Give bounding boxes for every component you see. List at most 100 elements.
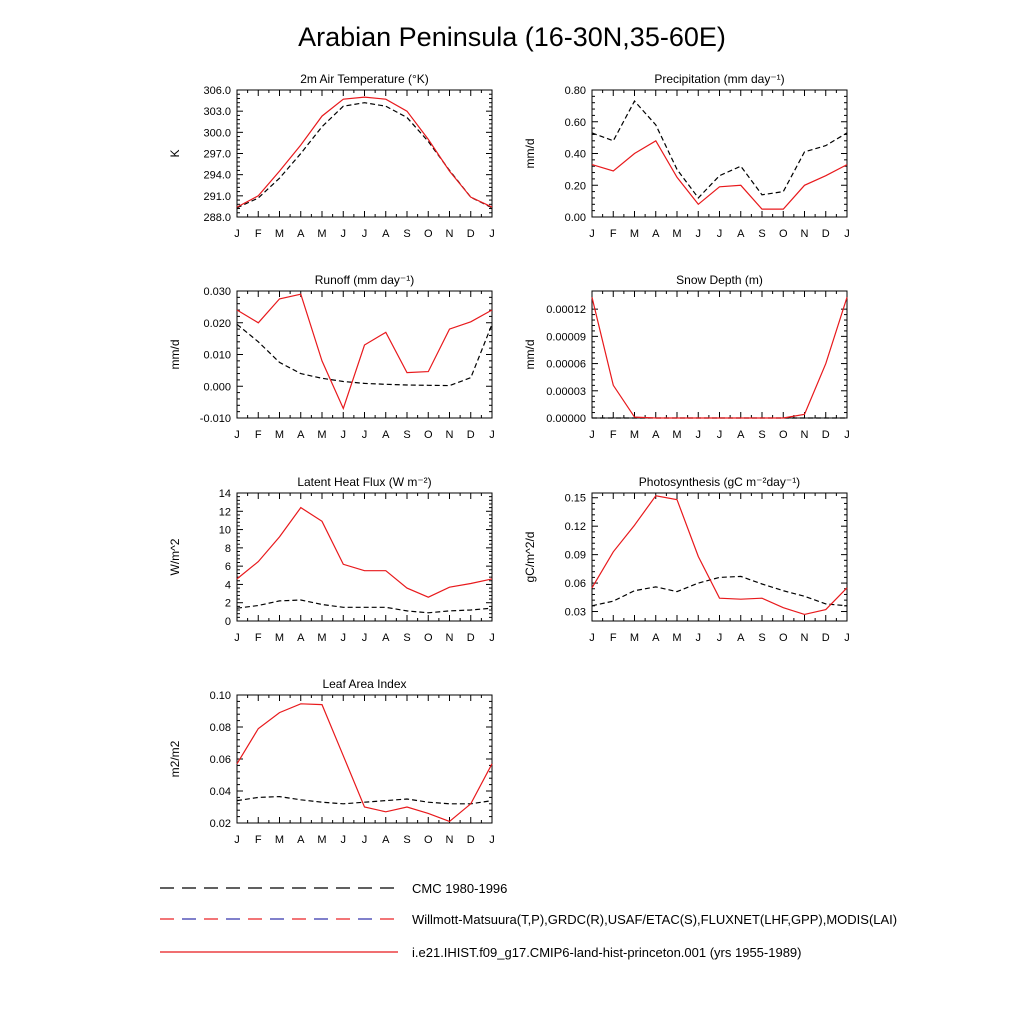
x-tick-label: F xyxy=(610,632,617,644)
x-tick-label: M xyxy=(275,834,284,846)
x-tick-label: D xyxy=(822,632,830,644)
x-tick-label: D xyxy=(467,834,475,846)
x-tick-label: S xyxy=(403,429,410,441)
x-tick-label: S xyxy=(403,228,410,240)
y-tick-label: 8 xyxy=(225,543,231,555)
x-tick-label: A xyxy=(737,429,745,441)
x-tick-label: M xyxy=(630,632,639,644)
x-tick-label: F xyxy=(255,228,262,240)
x-tick-label: D xyxy=(467,429,475,441)
y-tick-label: 0.00 xyxy=(565,212,586,224)
x-tick-label: J xyxy=(717,228,723,240)
chart-panel: Snow Depth (m)J F M A M J J A S O N D J0.000000.0000… xyxy=(523,273,850,441)
x-tick-label: A xyxy=(737,228,745,240)
x-tick-label: A xyxy=(737,632,745,644)
y-tick-label: 10 xyxy=(219,525,231,537)
x-tick-label: A xyxy=(382,834,390,846)
plot-frame xyxy=(591,290,848,419)
y-axis-label: mm/d xyxy=(168,340,182,370)
x-tick-label: J xyxy=(234,834,240,846)
chart-panel: 2m Air Temperature (°K)J F M A M J J A S O N D J288.… xyxy=(168,72,495,240)
panel-title: 2m Air Temperature (°K) xyxy=(300,72,429,86)
panel-title: Leaf Area Index xyxy=(322,677,406,691)
y-tick-label: 294.0 xyxy=(203,170,231,182)
y-tick-label: 300.0 xyxy=(203,127,231,139)
y-tick-label: 303.0 xyxy=(203,106,231,118)
x-tick-label: F xyxy=(255,632,262,644)
x-tick-label: S xyxy=(758,228,765,240)
chart-panel: Runoff (mm day⁻¹)J F M A M J J A S O N D J-0.0100.00… xyxy=(168,273,495,441)
x-tick-label: J xyxy=(696,429,702,441)
x-tick-label: J xyxy=(696,632,702,644)
legend-item: i.e21.IHIST.f09_g17.CMIP6-land-hist-prin… xyxy=(160,945,802,960)
legend-item: Willmott-Matsuura(T,P),GRDC(R),USAF/ETAC… xyxy=(160,912,897,927)
obs-series-line xyxy=(236,795,493,805)
y-tick-label: 0.12 xyxy=(565,521,586,533)
y-tick-label: 0.00000 xyxy=(546,413,586,425)
x-tick-label: A xyxy=(382,632,390,644)
x-tick-label: F xyxy=(255,429,262,441)
x-tick-label: J xyxy=(362,429,368,441)
x-tick-label: N xyxy=(801,632,809,644)
obs-series-line xyxy=(236,102,493,209)
chart-panel: Photosynthesis (gC m⁻²day⁻¹)J F M A M J J A S O N D… xyxy=(523,475,850,644)
plot-frame xyxy=(236,290,493,419)
x-tick-label: A xyxy=(652,632,660,644)
panel-title: Snow Depth (m) xyxy=(676,273,763,287)
x-tick-label: A xyxy=(297,834,305,846)
chart-panel: Latent Heat Flux (W m⁻²)J F M A M J J A S O N D J024… xyxy=(168,475,495,644)
x-tick-label: A xyxy=(297,632,305,644)
x-tick-label: O xyxy=(424,834,433,846)
x-tick-label: J xyxy=(234,632,240,644)
x-tick-label: N xyxy=(446,834,454,846)
figure-title: Arabian Peninsula (16-30N,35-60E) xyxy=(298,22,726,52)
model-series-line xyxy=(236,96,493,208)
x-tick-label: M xyxy=(275,429,284,441)
x-tick-label: M xyxy=(672,429,681,441)
x-tick-label: O xyxy=(424,429,433,441)
x-tick-label: M xyxy=(317,429,326,441)
x-tick-label: F xyxy=(610,429,617,441)
x-tick-label: J xyxy=(489,228,495,240)
legend-label: i.e21.IHIST.f09_g17.CMIP6-land-hist-prin… xyxy=(412,945,802,960)
x-tick-label: F xyxy=(610,228,617,240)
model-series-line xyxy=(236,293,493,411)
y-tick-label: 0.06 xyxy=(210,754,231,766)
y-tick-label: 297.0 xyxy=(203,149,231,161)
x-tick-label: J xyxy=(234,429,240,441)
panel-title: Precipitation (mm day⁻¹) xyxy=(654,72,784,86)
x-tick-label: D xyxy=(822,228,830,240)
model-series-line xyxy=(591,139,848,210)
x-tick-label: M xyxy=(672,632,681,644)
y-tick-label: 0.030 xyxy=(203,286,231,298)
plot-frame xyxy=(236,89,493,218)
y-tick-label: 0.02 xyxy=(210,818,231,830)
y-tick-label: -0.010 xyxy=(200,413,231,425)
plot-frame xyxy=(236,492,493,622)
y-tick-label: 0.00009 xyxy=(546,331,586,343)
legend-label: CMC 1980-1996 xyxy=(412,881,507,896)
x-tick-label: N xyxy=(446,228,454,240)
y-tick-label: 0.10 xyxy=(210,690,231,702)
x-tick-label: J xyxy=(234,228,240,240)
x-tick-label: S xyxy=(403,632,410,644)
y-tick-label: 6 xyxy=(225,561,231,573)
obs-series-line xyxy=(236,599,493,614)
x-tick-label: S xyxy=(758,429,765,441)
legend: CMC 1980-1996 Willmott-Matsuura(T,P),GRDC… xyxy=(160,881,897,960)
x-tick-label: J xyxy=(362,834,368,846)
panels: 2m Air Temperature (°K)J F M A M J J A S O N D J288.… xyxy=(168,72,850,846)
x-tick-label: J xyxy=(362,632,368,644)
y-tick-label: 0.09 xyxy=(565,550,586,562)
obs-series-line xyxy=(591,100,848,199)
x-tick-label: D xyxy=(467,632,475,644)
y-tick-label: 0.20 xyxy=(565,180,586,192)
model-series-line xyxy=(236,703,493,823)
x-tick-label: J xyxy=(589,228,595,240)
x-tick-label: J xyxy=(844,429,850,441)
x-tick-label: A xyxy=(297,429,305,441)
x-tick-label: A xyxy=(652,228,660,240)
x-tick-label: M xyxy=(630,228,639,240)
